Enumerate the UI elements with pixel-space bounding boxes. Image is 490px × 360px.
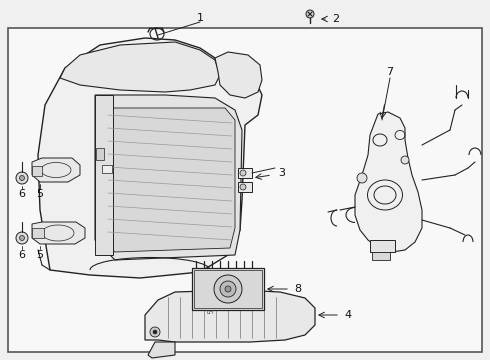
Circle shape — [306, 10, 314, 18]
Bar — [95, 95, 113, 255]
Bar — [192, 268, 264, 310]
Text: 5: 5 — [36, 189, 44, 199]
Text: 3: 3 — [278, 168, 285, 178]
Circle shape — [150, 327, 160, 337]
Text: 6: 6 — [19, 250, 25, 260]
Bar — [96, 148, 104, 160]
Bar — [32, 166, 42, 176]
Polygon shape — [105, 108, 235, 252]
Polygon shape — [60, 42, 220, 92]
Polygon shape — [32, 222, 85, 244]
Polygon shape — [148, 342, 175, 358]
Circle shape — [240, 170, 246, 176]
Circle shape — [20, 235, 25, 240]
Circle shape — [16, 172, 28, 184]
Circle shape — [153, 330, 157, 334]
Text: LH: LH — [206, 310, 214, 315]
Bar — [238, 182, 252, 192]
Text: 1: 1 — [196, 13, 203, 23]
Bar — [32, 228, 44, 238]
Text: 7: 7 — [387, 67, 393, 77]
Circle shape — [220, 281, 236, 297]
Text: 2: 2 — [332, 14, 339, 24]
Polygon shape — [95, 95, 242, 260]
Circle shape — [357, 173, 367, 183]
Bar — [370, 240, 395, 252]
Bar — [372, 252, 390, 260]
Circle shape — [20, 176, 25, 180]
Bar — [238, 168, 252, 178]
Polygon shape — [32, 158, 80, 182]
Text: 4: 4 — [344, 310, 351, 320]
Circle shape — [240, 184, 246, 190]
Text: 5: 5 — [36, 250, 44, 260]
Circle shape — [16, 232, 28, 244]
Circle shape — [225, 286, 231, 292]
Text: 6: 6 — [19, 189, 25, 199]
Polygon shape — [38, 38, 262, 278]
Circle shape — [214, 275, 242, 303]
Polygon shape — [145, 290, 315, 342]
Circle shape — [401, 156, 409, 164]
Text: 8: 8 — [294, 284, 301, 294]
Polygon shape — [215, 52, 262, 98]
Polygon shape — [355, 112, 422, 252]
Bar — [102, 165, 112, 173]
Bar — [194, 270, 262, 308]
